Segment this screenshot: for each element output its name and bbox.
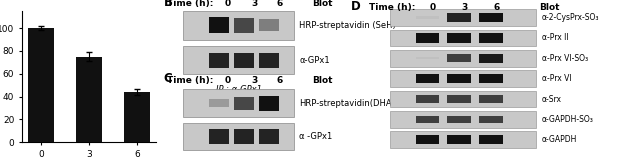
FancyBboxPatch shape: [209, 129, 229, 144]
FancyBboxPatch shape: [184, 11, 294, 40]
Text: Blot: Blot: [312, 76, 332, 85]
FancyBboxPatch shape: [234, 18, 254, 33]
FancyBboxPatch shape: [416, 95, 439, 103]
FancyBboxPatch shape: [448, 54, 471, 62]
Text: 3: 3: [251, 76, 258, 85]
FancyBboxPatch shape: [416, 135, 439, 144]
FancyBboxPatch shape: [390, 50, 536, 67]
Bar: [76, 57, 102, 142]
FancyBboxPatch shape: [448, 135, 471, 144]
FancyBboxPatch shape: [416, 74, 439, 83]
FancyBboxPatch shape: [234, 97, 254, 110]
Text: α-GPx1: α-GPx1: [299, 56, 330, 64]
Text: α-2-CysPrx-SO₃: α-2-CysPrx-SO₃: [542, 13, 599, 22]
Text: α-GAPDH-SO₃: α-GAPDH-SO₃: [542, 115, 594, 124]
Text: Time (h):: Time (h):: [369, 3, 416, 12]
Text: C: C: [164, 72, 172, 85]
Text: α -GPx1: α -GPx1: [299, 132, 332, 141]
Text: 6: 6: [494, 3, 500, 12]
FancyBboxPatch shape: [448, 115, 471, 123]
FancyBboxPatch shape: [479, 13, 503, 22]
FancyBboxPatch shape: [259, 52, 279, 68]
Text: HRP-streptavidin(DHA): HRP-streptavidin(DHA): [299, 99, 395, 108]
FancyBboxPatch shape: [416, 115, 439, 123]
Text: 3: 3: [251, 0, 258, 8]
FancyBboxPatch shape: [184, 89, 294, 117]
Text: α-GAPDH: α-GAPDH: [542, 135, 577, 144]
Text: 0: 0: [225, 76, 231, 85]
FancyBboxPatch shape: [416, 33, 439, 43]
Text: Blot: Blot: [539, 3, 559, 12]
FancyBboxPatch shape: [479, 33, 503, 43]
FancyBboxPatch shape: [479, 135, 503, 144]
FancyBboxPatch shape: [184, 123, 294, 150]
FancyBboxPatch shape: [209, 52, 229, 68]
FancyBboxPatch shape: [390, 111, 536, 128]
FancyBboxPatch shape: [259, 96, 279, 111]
FancyBboxPatch shape: [259, 19, 279, 31]
Text: α-Prx VI: α-Prx VI: [542, 74, 571, 83]
Text: IP : α-GPx1: IP : α-GPx1: [216, 85, 262, 94]
Text: 3: 3: [461, 3, 468, 12]
Text: 0: 0: [225, 0, 231, 8]
Bar: [28, 28, 54, 142]
FancyBboxPatch shape: [390, 9, 536, 26]
FancyBboxPatch shape: [390, 70, 536, 87]
Text: α-Prx II: α-Prx II: [542, 33, 568, 43]
Text: 0: 0: [430, 3, 436, 12]
FancyBboxPatch shape: [234, 52, 254, 68]
FancyBboxPatch shape: [479, 74, 503, 83]
FancyBboxPatch shape: [448, 33, 471, 43]
FancyBboxPatch shape: [390, 91, 536, 107]
FancyBboxPatch shape: [448, 95, 471, 103]
Text: 6: 6: [276, 0, 282, 8]
FancyBboxPatch shape: [479, 95, 503, 103]
FancyBboxPatch shape: [448, 74, 471, 83]
FancyBboxPatch shape: [234, 129, 254, 144]
Text: D: D: [351, 0, 360, 13]
Text: α-Prx VI-SO₃: α-Prx VI-SO₃: [542, 54, 588, 63]
Text: Time (h):: Time (h):: [168, 0, 214, 8]
FancyBboxPatch shape: [209, 17, 229, 33]
Text: α-Srx: α-Srx: [542, 94, 562, 103]
FancyBboxPatch shape: [479, 115, 503, 123]
FancyBboxPatch shape: [184, 46, 294, 74]
FancyBboxPatch shape: [259, 129, 279, 144]
Text: HRP-streptavidin (SeH): HRP-streptavidin (SeH): [299, 21, 396, 30]
FancyBboxPatch shape: [390, 131, 536, 148]
FancyBboxPatch shape: [479, 54, 503, 63]
Bar: [124, 92, 150, 142]
FancyBboxPatch shape: [448, 13, 471, 22]
FancyBboxPatch shape: [209, 99, 229, 107]
FancyBboxPatch shape: [390, 30, 536, 46]
Text: Blot: Blot: [312, 0, 332, 8]
Text: Time (h):: Time (h):: [168, 76, 214, 85]
Text: 6: 6: [276, 76, 282, 85]
Text: B: B: [164, 0, 173, 9]
